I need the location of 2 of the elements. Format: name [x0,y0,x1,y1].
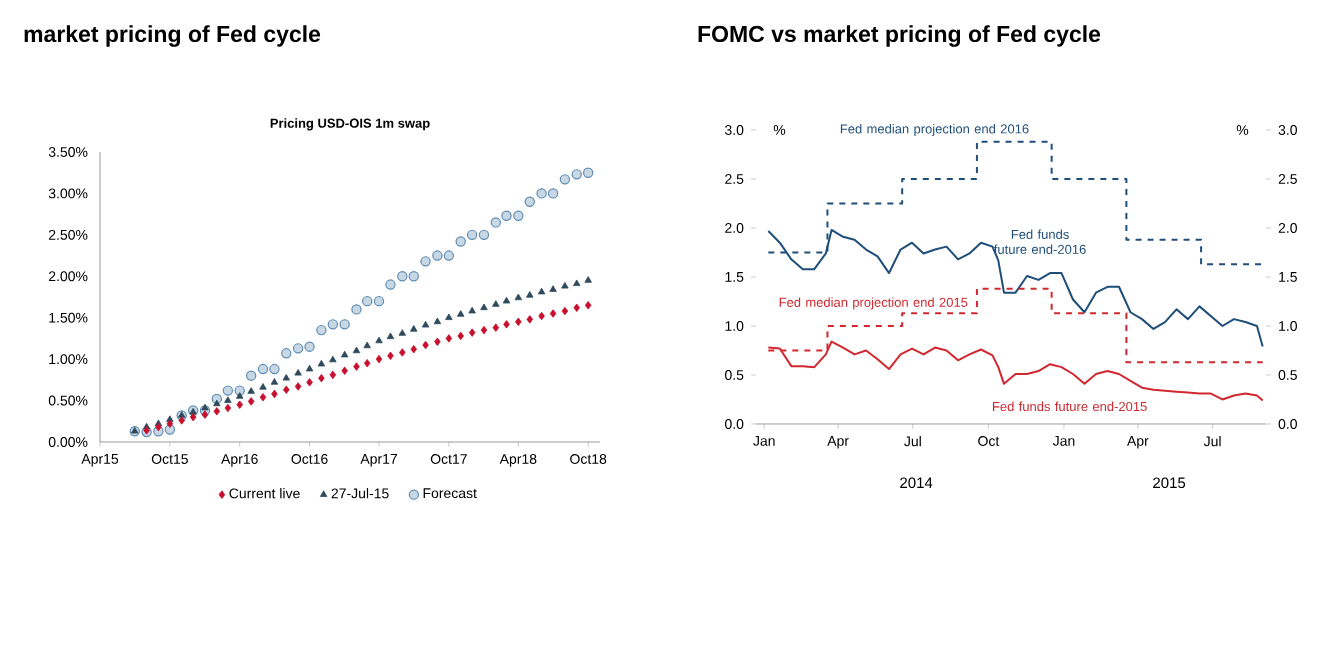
chart-title: FOMC vs market pricing of Fed cycle [698,25,1101,47]
chart-title: market pricing of Fed cycle [24,25,321,47]
